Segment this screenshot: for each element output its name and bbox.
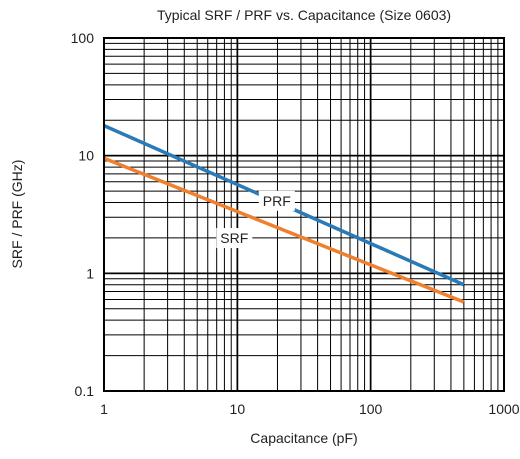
y-axis-title: SRF / PRF (GHz) [9, 160, 25, 269]
chart-title: Typical SRF / PRF vs. Capacitance (Size … [157, 7, 451, 23]
series-line-srf [103, 156, 465, 304]
tick-labels: 1 10 100 1000 0.1 1 10 100 [71, 30, 520, 417]
plot-frame [103, 37, 505, 392]
y-tick-label: 0.1 [75, 383, 95, 399]
series-label-srf: SRF [220, 230, 248, 246]
series-label-bg-srf [216, 228, 253, 249]
y-tick-label: 1 [86, 265, 94, 281]
y-tick-label: 100 [71, 30, 95, 46]
x-tick-label: 1 [100, 401, 108, 417]
x-axis-title: Capacitance (pF) [250, 430, 357, 446]
y-tick-label: 10 [78, 148, 94, 164]
x-tick-label: 10 [230, 401, 246, 417]
x-tick-label: 1000 [488, 401, 519, 417]
series-label-bg-prf [258, 190, 295, 211]
series-layer: PRF SRF [103, 124, 465, 304]
series-label-prf: PRF [263, 193, 291, 209]
x-tick-label: 100 [359, 401, 383, 417]
